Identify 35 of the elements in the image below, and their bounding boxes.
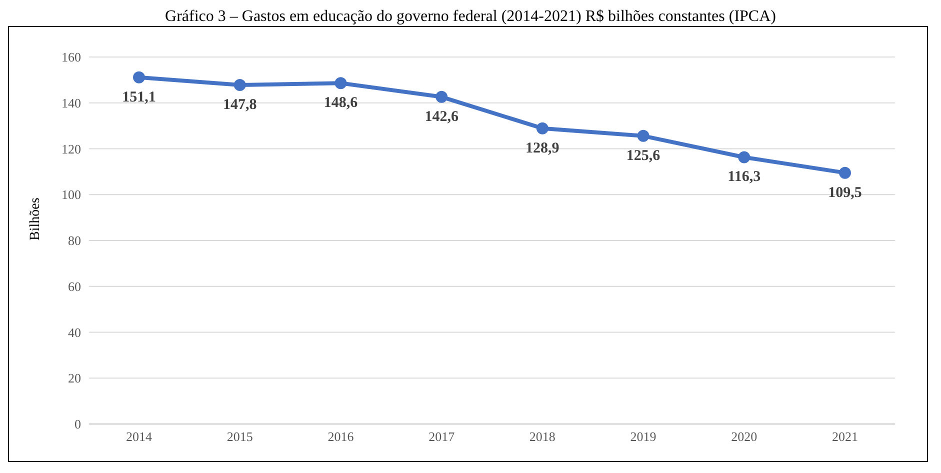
text: 142,6 <box>424 108 458 125</box>
y-axis-title: Bilhões <box>28 198 43 240</box>
y-tick-label: 140 <box>62 95 81 110</box>
text: 147,8 <box>222 96 257 113</box>
point <box>234 78 246 91</box>
x-tick-label: 2020 <box>731 429 758 444</box>
point <box>839 166 851 179</box>
point <box>133 71 145 84</box>
text: 148,6 <box>324 95 358 112</box>
x-tick-label: 2015 <box>226 429 253 444</box>
x-tick-label: 2019 <box>630 429 656 444</box>
y-tick-label: 40 <box>68 324 81 340</box>
point <box>738 151 750 164</box>
point <box>536 122 548 134</box>
point <box>334 77 347 90</box>
text: 116,3 <box>728 169 761 186</box>
x-tick-label: 2016 <box>328 429 354 444</box>
y-tick-label: 20 <box>68 370 81 386</box>
y-tick-label: 160 <box>62 50 81 65</box>
y-tick-label: 120 <box>62 141 81 156</box>
text: 109,5 <box>828 184 862 201</box>
text: 151,1 <box>122 89 156 106</box>
y-tick-label: 80 <box>68 233 81 248</box>
y-tick-label: 0 <box>74 416 81 432</box>
x-tick-label: 2014 <box>126 429 152 444</box>
x-tick-label: 2018 <box>529 429 556 444</box>
text: 125,6 <box>626 148 660 164</box>
chart-title: Gráfico 3 – Gastos em educação do governo federal (2014-2021) R$ bilhões constantes (IPCA) <box>164 8 777 26</box>
x-tick-label: 2021 <box>832 429 858 444</box>
x-tick-label: 2017 <box>428 429 456 444</box>
y-tick-label: 60 <box>68 278 81 294</box>
point <box>436 90 448 103</box>
text: 128,9 <box>526 140 560 156</box>
point <box>637 130 650 142</box>
y-tick-label: 100 <box>62 187 81 202</box>
